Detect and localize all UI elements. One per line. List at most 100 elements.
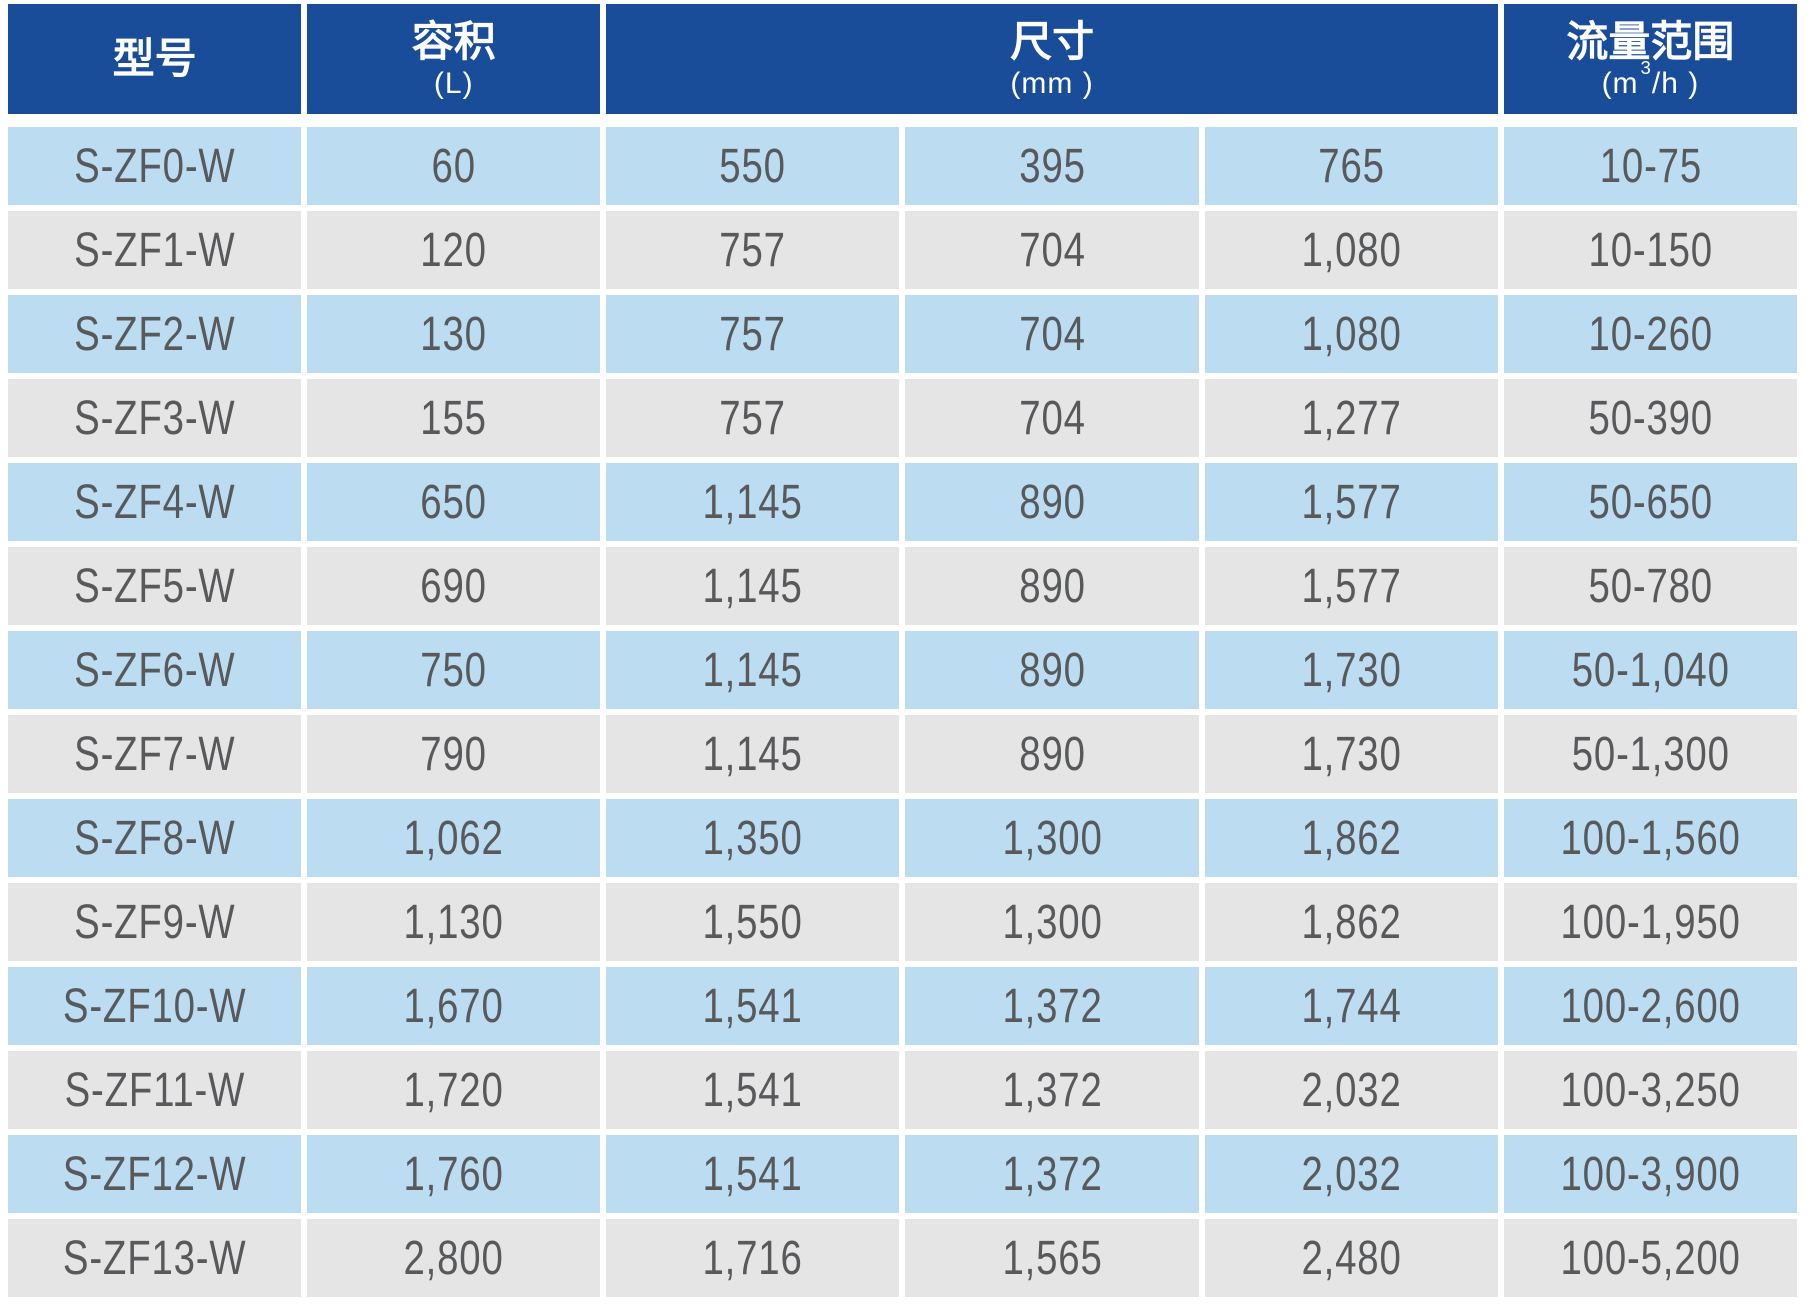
value-cell: 50-650 (1503, 463, 1797, 541)
model-text: S-ZF0-W (73, 139, 236, 193)
value-text: 10-150 (1588, 223, 1713, 277)
value-cell: 2,480 (1204, 1219, 1498, 1297)
value-cell: 765 (1204, 127, 1498, 205)
value-cell: 750 (307, 631, 601, 709)
value-text: 50-390 (1588, 391, 1713, 445)
model-text: S-ZF1-W (73, 223, 236, 277)
model-text: S-ZF11-W (64, 1063, 245, 1117)
model-cell: S-ZF8-W (8, 799, 302, 877)
value-text: 1,062 (403, 811, 504, 865)
value-text: 1,730 (1301, 727, 1402, 781)
header-flow-range: 流量范围 (m 3/h ) (1503, 4, 1797, 114)
value-cell: 890 (905, 715, 1199, 793)
value-cell: 1,541 (606, 1051, 900, 1129)
model-cell: S-ZF10-W (8, 967, 302, 1045)
value-text: 155 (420, 391, 487, 445)
value-text: 2,032 (1301, 1063, 1402, 1117)
value-text: 1,145 (702, 559, 803, 613)
value-text: 1,565 (1002, 1231, 1103, 1285)
value-cell: 100-3,900 (1503, 1135, 1797, 1213)
value-cell: 50-1,300 (1503, 715, 1797, 793)
value-text: 100-5,200 (1560, 1231, 1741, 1285)
model-cell: S-ZF2-W (8, 295, 302, 373)
value-cell: 704 (905, 379, 1199, 457)
header-dimensions-unit: (mm ) (1010, 66, 1094, 100)
value-text: 120 (420, 223, 487, 277)
value-cell: 1,760 (307, 1135, 601, 1213)
model-text: S-ZF4-W (73, 475, 236, 529)
value-cell: 1,577 (1204, 547, 1498, 625)
value-text: 100-3,250 (1560, 1063, 1741, 1117)
value-cell: 100-3,250 (1503, 1051, 1797, 1129)
value-text: 1,730 (1301, 643, 1402, 697)
value-cell: 1,145 (606, 463, 900, 541)
model-text: S-ZF12-W (62, 1147, 247, 1201)
value-text: 704 (1018, 391, 1086, 445)
value-text: 1,350 (702, 811, 803, 865)
value-text: 550 (719, 139, 787, 193)
model-text: S-ZF9-W (73, 895, 236, 949)
value-cell: 1,862 (1204, 883, 1498, 961)
value-cell: 1,730 (1204, 631, 1498, 709)
value-text: 1,541 (702, 1063, 803, 1117)
value-cell: 1,145 (606, 715, 900, 793)
model-cell: S-ZF0-W (8, 127, 302, 205)
header-flow-range-title: 流量范围 (1566, 17, 1735, 65)
value-text: 395 (1018, 139, 1086, 193)
model-text: S-ZF6-W (73, 643, 236, 697)
model-cell: S-ZF13-W (8, 1219, 302, 1297)
value-text: 1,862 (1301, 811, 1402, 865)
value-text: 1,372 (1002, 1063, 1103, 1117)
table-body: S-ZF0-W 60 550 395 765 10-75 S-ZF1-W 120 757 704 1… (8, 127, 1797, 1297)
value-text: 750 (420, 643, 487, 697)
value-text: 1,716 (702, 1231, 803, 1285)
value-cell: 1,130 (307, 883, 601, 961)
value-cell: 1,145 (606, 631, 900, 709)
value-text: 704 (1018, 307, 1086, 361)
value-text: 1,130 (403, 895, 504, 949)
value-text: 1,541 (702, 1147, 803, 1201)
model-text: S-ZF8-W (73, 811, 236, 865)
value-cell: 2,032 (1204, 1051, 1498, 1129)
value-cell: 60 (307, 127, 601, 205)
value-text: 890 (1018, 475, 1086, 529)
model-cell: S-ZF12-W (8, 1135, 302, 1213)
value-cell: 155 (307, 379, 601, 457)
value-cell: 1,080 (1204, 211, 1498, 289)
value-text: 60 (431, 139, 476, 193)
value-cell: 757 (606, 295, 900, 373)
value-cell: 1,720 (307, 1051, 601, 1129)
value-text: 100-3,900 (1560, 1147, 1741, 1201)
value-cell: 1,716 (606, 1219, 900, 1297)
value-cell: 100-1,950 (1503, 883, 1797, 961)
header-volume-title: 容积 (411, 18, 496, 66)
value-cell: 1,565 (905, 1219, 1199, 1297)
value-cell: 50-390 (1503, 379, 1797, 457)
value-text: 1,760 (403, 1147, 504, 1201)
model-text: S-ZF13-W (62, 1231, 247, 1285)
header-model: 型号 (8, 4, 302, 114)
value-text: 50-780 (1588, 559, 1713, 613)
value-cell: 1,730 (1204, 715, 1498, 793)
value-text: 100-1,560 (1560, 811, 1741, 865)
value-text: 1,550 (702, 895, 803, 949)
model-text: S-ZF3-W (73, 391, 236, 445)
value-cell: 2,032 (1204, 1135, 1498, 1213)
value-text: 890 (1018, 643, 1086, 697)
value-text: 1,300 (1002, 811, 1103, 865)
value-cell: 890 (905, 631, 1199, 709)
value-text: 890 (1018, 559, 1086, 613)
value-cell: 790 (307, 715, 601, 793)
value-text: 1,541 (702, 979, 803, 1033)
value-text: 50-1,300 (1571, 727, 1730, 781)
value-cell: 1,372 (905, 1135, 1199, 1213)
model-cell: S-ZF7-W (8, 715, 302, 793)
value-text: 890 (1018, 727, 1086, 781)
value-text: 650 (420, 475, 487, 529)
value-cell: 1,277 (1204, 379, 1498, 457)
value-text: 757 (719, 391, 787, 445)
value-cell: 10-150 (1503, 211, 1797, 289)
value-cell: 650 (307, 463, 601, 541)
value-text: 50-650 (1588, 475, 1713, 529)
